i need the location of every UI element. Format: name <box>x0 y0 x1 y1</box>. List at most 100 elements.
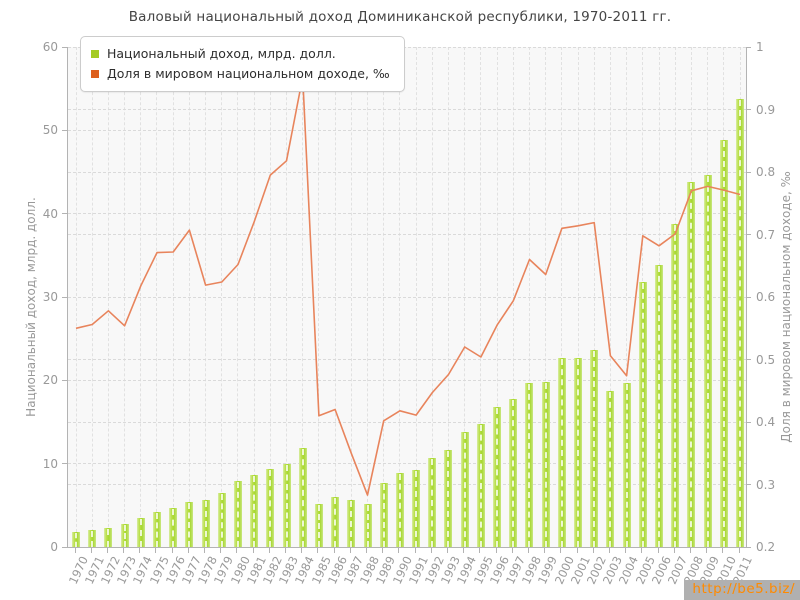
x-axis-tick <box>722 548 724 553</box>
bar-stripe <box>690 183 693 547</box>
left-axis-tick <box>62 213 67 215</box>
x-axis-tick <box>738 548 740 553</box>
bar-stripe <box>706 176 709 547</box>
income-bar-2006 <box>655 265 664 547</box>
left-axis-tick-label: 50 <box>42 123 58 138</box>
right-axis-tick-label: 0.2 <box>756 540 776 554</box>
income-bar-1984 <box>298 447 307 547</box>
left-axis-tick <box>62 129 67 131</box>
income-bar-1972 <box>104 527 113 547</box>
x-axis-tick <box>123 548 125 553</box>
bar-stripe <box>674 224 677 547</box>
income-bar-1999 <box>541 382 550 547</box>
horizontal-gridline-left-axis <box>68 463 746 465</box>
income-bar-2002 <box>590 349 599 547</box>
x-axis-tick <box>349 548 351 553</box>
horizontal-gridline-right-axis <box>68 234 746 235</box>
legend-item-world-share: Доля в мировом национальном доходе, ‰ <box>91 64 390 84</box>
income-bar-1998 <box>525 382 534 547</box>
right-axis-tick <box>746 359 751 360</box>
income-bar-1986 <box>331 497 340 547</box>
x-axis-tick <box>220 548 222 553</box>
x-axis-tick <box>673 548 675 553</box>
bar-stripe <box>366 504 369 547</box>
income-bar-2008 <box>687 182 696 547</box>
bar-stripe <box>155 513 158 547</box>
x-axis-tick <box>544 548 546 553</box>
left-axis-tick <box>62 546 67 548</box>
income-bar-1981 <box>250 475 259 547</box>
left-axis-tick <box>62 46 67 48</box>
bar-stripe <box>625 383 628 547</box>
income-bar-1980 <box>233 481 242 547</box>
x-axis-tick <box>366 548 367 553</box>
x-axis-tick <box>106 548 108 553</box>
income-bar-1973 <box>120 523 129 547</box>
income-bar-1994 <box>460 432 469 547</box>
horizontal-gridline-right-axis <box>68 171 746 173</box>
x-axis-tick <box>641 548 643 553</box>
bar-series-swatch-icon <box>91 50 99 58</box>
bar-stripe <box>172 508 175 547</box>
bar-stripe <box>220 493 223 547</box>
left-axis-tick <box>62 379 67 381</box>
right-axis-tick-label: 0.4 <box>756 415 776 429</box>
horizontal-gridline-right-axis <box>68 296 746 298</box>
x-axis-tick <box>527 548 529 553</box>
bar-stripe <box>658 266 661 547</box>
left-axis-tick <box>62 296 67 298</box>
income-bar-2011 <box>736 98 744 547</box>
income-bar-2000 <box>557 357 566 547</box>
horizontal-gridline-right-axis <box>68 421 746 423</box>
income-bar-2010 <box>719 140 728 547</box>
income-bar-1989 <box>379 482 388 547</box>
income-bar-2009 <box>703 175 712 547</box>
right-axis-tick <box>746 421 751 423</box>
bar-stripe <box>641 283 644 547</box>
income-bar-1983 <box>282 463 291 547</box>
right-axis-tick-label: 0.7 <box>756 227 776 242</box>
x-axis-tick <box>187 548 189 553</box>
bar-stripe <box>188 503 191 547</box>
right-axis-tick-label: 1 <box>756 40 764 54</box>
income-bar-1971 <box>88 530 97 547</box>
x-axis-tick <box>576 548 578 553</box>
x-axis-tick <box>592 548 594 553</box>
bar-stripe <box>496 408 499 547</box>
income-bar-1974 <box>136 517 145 547</box>
right-axis-tick-label: 0.9 <box>756 102 776 117</box>
x-axis-tick <box>495 548 497 553</box>
income-bar-1987 <box>347 500 356 547</box>
income-bar-1992 <box>428 457 437 547</box>
left-axis-tick-label: 60 <box>42 40 58 54</box>
income-bar-1996 <box>493 407 502 547</box>
bar-stripe <box>334 498 337 547</box>
x-axis-tick <box>382 548 384 553</box>
x-axis-tick <box>430 548 432 553</box>
x-axis-tick <box>560 548 562 553</box>
x-axis-tick <box>252 548 254 553</box>
right-axis-tick <box>746 546 751 548</box>
x-axis-tick <box>285 548 287 553</box>
bar-stripe <box>236 482 239 547</box>
x-axis-tick <box>171 548 173 553</box>
left-axis-tick <box>62 463 67 465</box>
x-axis-tick <box>463 548 465 553</box>
left-axis-tick-label: 30 <box>42 290 58 304</box>
bar-stripe <box>447 450 450 547</box>
income-bar-1977 <box>185 502 194 547</box>
x-axis-tick <box>317 548 319 553</box>
right-axis-tick <box>746 234 751 235</box>
income-bar-1997 <box>509 398 518 547</box>
x-axis-tick <box>90 548 92 553</box>
bar-stripe <box>382 483 385 547</box>
x-axis-tick <box>139 548 141 553</box>
income-bar-1995 <box>476 423 485 547</box>
bar-stripe <box>722 141 725 547</box>
left-axis-tick-label: 20 <box>42 373 58 388</box>
left-axis-tick-label: 10 <box>42 456 58 471</box>
bar-stripe <box>431 458 434 547</box>
income-bar-2007 <box>671 223 680 547</box>
bar-stripe <box>123 524 126 547</box>
